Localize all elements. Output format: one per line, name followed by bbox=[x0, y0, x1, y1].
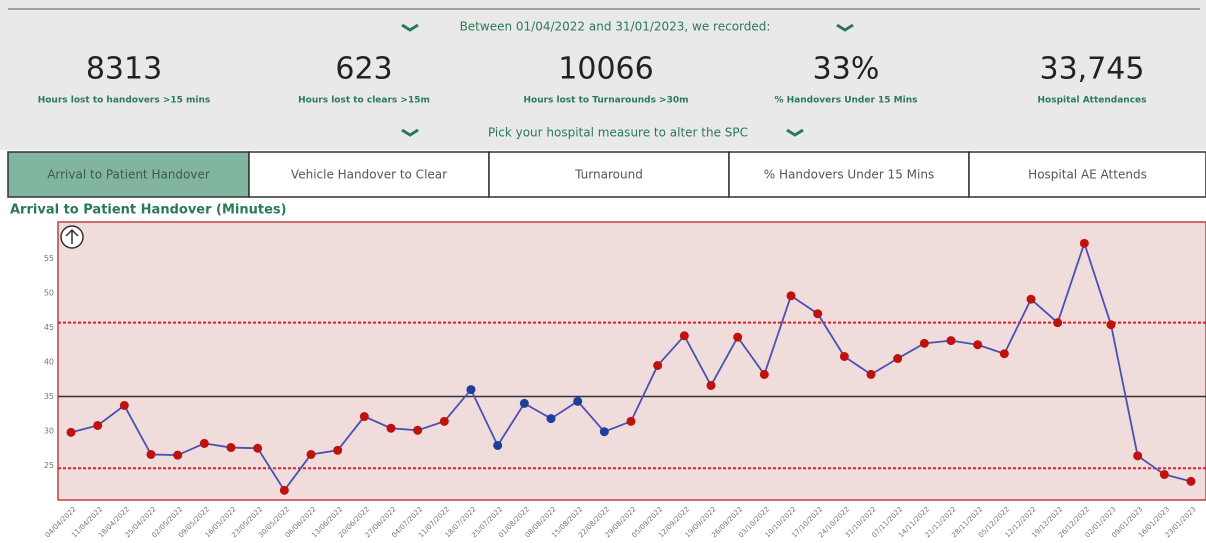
period-text: Between 01/04/2022 and 31/01/2023, we re… bbox=[460, 20, 771, 34]
chart-title: Arrival to Patient Handover (Minutes) bbox=[10, 203, 287, 218]
data-point bbox=[599, 427, 609, 437]
data-point bbox=[226, 443, 236, 453]
data-point bbox=[759, 369, 769, 379]
kpi-value: 10066 bbox=[558, 52, 653, 87]
focus-arrow bbox=[65, 228, 79, 244]
data-point bbox=[1106, 320, 1116, 330]
data-point bbox=[866, 369, 876, 379]
data-point bbox=[1133, 451, 1143, 461]
tab[interactable] bbox=[248, 151, 490, 198]
kpi-value: 623 bbox=[335, 52, 392, 87]
data-point bbox=[119, 400, 129, 410]
data-point bbox=[839, 351, 849, 361]
tab-label[interactable]: Vehicle Handover to Clear bbox=[291, 168, 447, 182]
y-tick-label: 40 bbox=[44, 358, 54, 367]
data-point bbox=[813, 309, 823, 319]
data-point bbox=[733, 332, 743, 342]
data-point bbox=[386, 423, 396, 433]
data-point bbox=[786, 291, 796, 301]
data-point bbox=[466, 385, 476, 395]
y-tick-label: 35 bbox=[44, 392, 54, 401]
header-band bbox=[0, 0, 1206, 150]
data-point bbox=[973, 340, 983, 350]
data-point bbox=[1026, 294, 1036, 304]
data-point bbox=[199, 438, 209, 448]
y-tick-label: 25 bbox=[44, 461, 54, 470]
data-point bbox=[66, 427, 76, 437]
tab-label[interactable]: Hospital AE Attends bbox=[1028, 168, 1147, 182]
data-point bbox=[146, 449, 156, 459]
kpi-label: Hours lost to Turnarounds >30m bbox=[523, 96, 688, 106]
kpi-value: 33% bbox=[813, 52, 880, 87]
tab-label[interactable]: Arrival to Patient Handover bbox=[47, 168, 210, 182]
y-tick-label: 30 bbox=[44, 427, 54, 436]
data-point bbox=[1053, 318, 1063, 328]
tab[interactable] bbox=[968, 151, 1206, 198]
tab-label[interactable]: % Handovers Under 15 Mins bbox=[764, 168, 934, 182]
data-point bbox=[93, 420, 103, 430]
data-point bbox=[493, 440, 503, 450]
chevron[interactable] bbox=[401, 128, 419, 137]
y-tick-label: 55 bbox=[44, 254, 54, 263]
data-point bbox=[653, 360, 663, 370]
tab[interactable] bbox=[728, 151, 970, 198]
data-point bbox=[893, 354, 903, 364]
y-tick-label: 45 bbox=[44, 323, 54, 332]
chevron[interactable] bbox=[836, 23, 854, 32]
data-point bbox=[626, 416, 636, 426]
kpi-value: 33,745 bbox=[1040, 52, 1145, 87]
kpi-label: % Handovers Under 15 Mins bbox=[775, 96, 918, 106]
data-point bbox=[1079, 238, 1089, 248]
kpi-label: Hours lost to clears >15m bbox=[298, 96, 430, 106]
data-point bbox=[706, 380, 716, 390]
tab[interactable] bbox=[488, 151, 730, 198]
data-point bbox=[413, 425, 423, 435]
tab-label[interactable]: Turnaround bbox=[574, 168, 643, 182]
chevron[interactable] bbox=[786, 128, 804, 137]
data-point bbox=[173, 450, 183, 460]
kpi-label: Hours lost to handovers >15 mins bbox=[38, 96, 211, 106]
data-point bbox=[306, 449, 316, 459]
data-point bbox=[333, 445, 343, 455]
data-point bbox=[999, 349, 1009, 359]
data-point bbox=[359, 412, 369, 422]
data-point bbox=[946, 336, 956, 346]
data-point bbox=[546, 414, 556, 424]
plot-area bbox=[57, 221, 1206, 501]
data-point bbox=[1159, 469, 1169, 479]
y-tick-label: 50 bbox=[44, 289, 54, 298]
data-point bbox=[1186, 476, 1196, 486]
data-point bbox=[573, 396, 583, 406]
data-point bbox=[919, 338, 929, 348]
kpi-value: 8313 bbox=[86, 52, 162, 87]
prompt-text: Pick your hospital measure to alter the … bbox=[488, 126, 748, 140]
data-point bbox=[253, 443, 263, 453]
chevron[interactable] bbox=[401, 23, 419, 32]
data-point bbox=[279, 485, 289, 495]
data-point bbox=[519, 398, 529, 408]
kpi-label: Hospital Attendances bbox=[1038, 96, 1147, 106]
data-point bbox=[679, 331, 689, 341]
data-point bbox=[439, 416, 449, 426]
